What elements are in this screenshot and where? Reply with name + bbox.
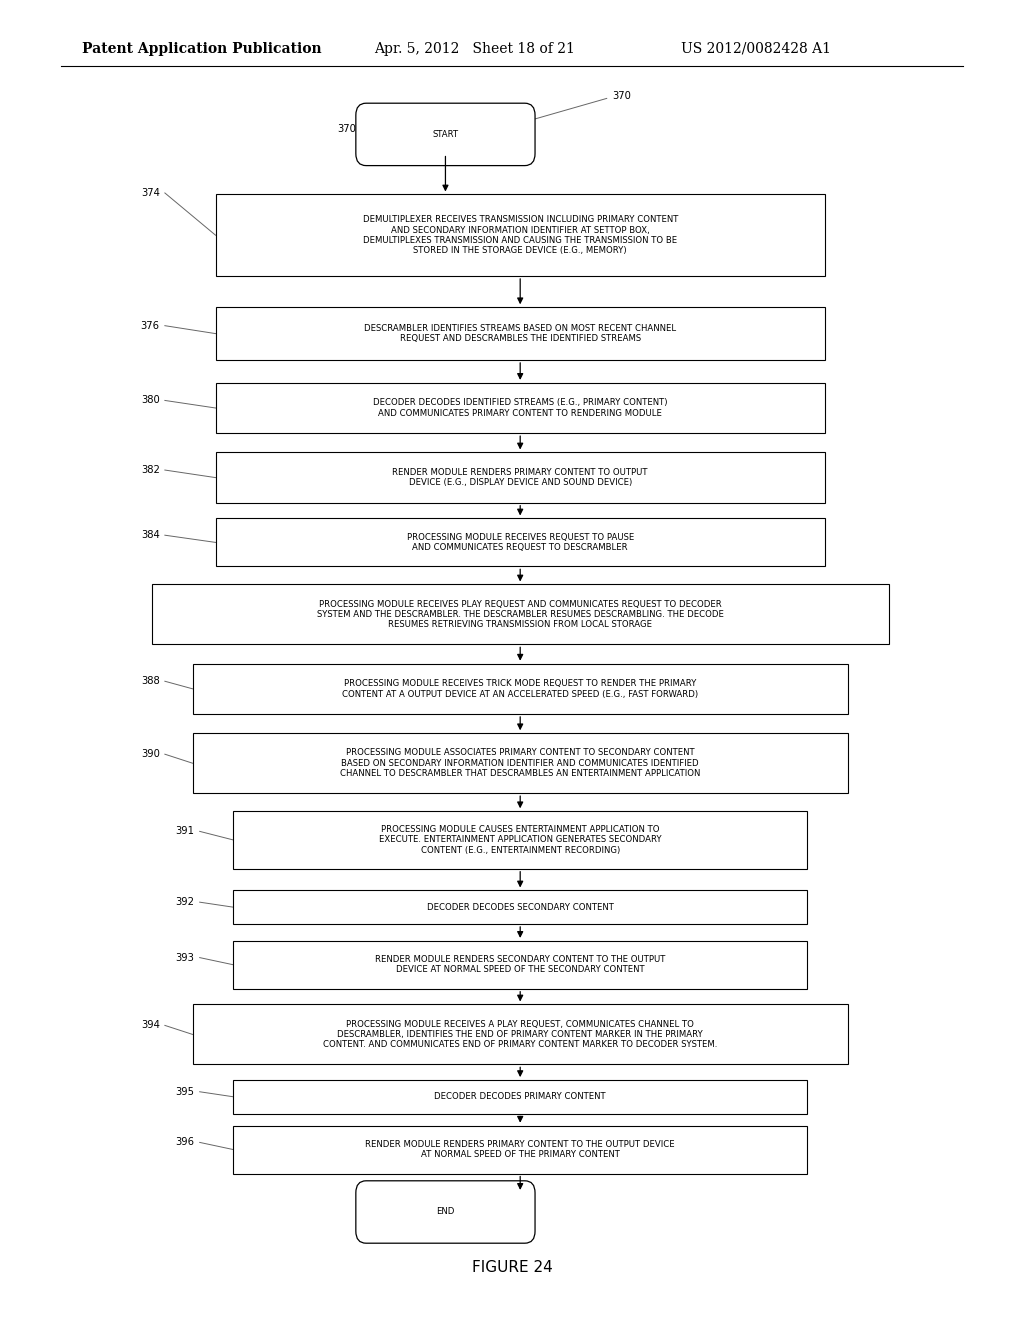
Bar bbox=[193, 1005, 848, 1064]
Text: START: START bbox=[432, 129, 459, 139]
Bar bbox=[233, 941, 807, 989]
Text: 396: 396 bbox=[175, 1138, 195, 1147]
Text: 388: 388 bbox=[141, 676, 160, 686]
Text: DEMULTIPLEXER RECEIVES TRANSMISSION INCLUDING PRIMARY CONTENT
AND SECONDARY INFO: DEMULTIPLEXER RECEIVES TRANSMISSION INCL… bbox=[362, 215, 678, 255]
Text: 392: 392 bbox=[175, 898, 195, 907]
Text: PROCESSING MODULE RECEIVES TRICK MODE REQUEST TO RENDER THE PRIMARY
CONTENT AT A: PROCESSING MODULE RECEIVES TRICK MODE RE… bbox=[342, 678, 698, 698]
Text: RENDER MODULE RENDERS SECONDARY CONTENT TO THE OUTPUT
DEVICE AT NORMAL SPEED OF : RENDER MODULE RENDERS SECONDARY CONTENT … bbox=[375, 956, 666, 974]
Text: PROCESSING MODULE CAUSES ENTERTAINMENT APPLICATION TO
EXECUTE. ENTERTAINMENT APP: PROCESSING MODULE CAUSES ENTERTAINMENT A… bbox=[379, 825, 662, 855]
Text: 384: 384 bbox=[141, 531, 160, 540]
Text: 394: 394 bbox=[141, 1020, 160, 1031]
Text: 376: 376 bbox=[140, 321, 160, 331]
Text: RENDER MODULE RENDERS PRIMARY CONTENT TO OUTPUT
DEVICE (E.G., DISPLAY DEVICE AND: RENDER MODULE RENDERS PRIMARY CONTENT TO… bbox=[392, 467, 648, 487]
Text: DECODER DECODES SECONDARY CONTENT: DECODER DECODES SECONDARY CONTENT bbox=[427, 903, 613, 912]
Text: 374: 374 bbox=[141, 187, 160, 198]
Text: 370: 370 bbox=[611, 91, 631, 102]
Text: DECODER DECODES PRIMARY CONTENT: DECODER DECODES PRIMARY CONTENT bbox=[434, 1092, 606, 1101]
Text: US 2012/0082428 A1: US 2012/0082428 A1 bbox=[681, 42, 830, 55]
Text: RENDER MODULE RENDERS PRIMARY CONTENT TO THE OUTPUT DEVICE
AT NORMAL SPEED OF TH: RENDER MODULE RENDERS PRIMARY CONTENT TO… bbox=[366, 1140, 675, 1159]
Bar bbox=[216, 383, 825, 433]
Bar bbox=[216, 519, 825, 566]
FancyBboxPatch shape bbox=[356, 1181, 535, 1243]
Text: END: END bbox=[436, 1208, 455, 1217]
Text: DESCRAMBLER IDENTIFIES STREAMS BASED ON MOST RECENT CHANNEL
REQUEST AND DESCRAMB: DESCRAMBLER IDENTIFIES STREAMS BASED ON … bbox=[365, 323, 676, 343]
Text: Patent Application Publication: Patent Application Publication bbox=[82, 42, 322, 55]
FancyBboxPatch shape bbox=[356, 103, 535, 165]
Text: 380: 380 bbox=[141, 396, 160, 405]
Text: 390: 390 bbox=[141, 750, 160, 759]
Text: 395: 395 bbox=[175, 1086, 195, 1097]
Bar bbox=[233, 1080, 807, 1114]
Text: Apr. 5, 2012   Sheet 18 of 21: Apr. 5, 2012 Sheet 18 of 21 bbox=[374, 42, 574, 55]
Text: 391: 391 bbox=[175, 826, 195, 837]
Text: 393: 393 bbox=[176, 953, 195, 962]
Text: 370: 370 bbox=[337, 124, 356, 133]
Bar bbox=[216, 308, 825, 360]
Bar bbox=[216, 453, 825, 503]
Text: FIGURE 24: FIGURE 24 bbox=[472, 1259, 552, 1275]
Text: PROCESSING MODULE RECEIVES A PLAY REQUEST, COMMUNICATES CHANNEL TO
DESCRAMBLER, : PROCESSING MODULE RECEIVES A PLAY REQUES… bbox=[323, 1019, 718, 1049]
Bar bbox=[216, 194, 825, 276]
Bar bbox=[193, 664, 848, 714]
Text: PROCESSING MODULE RECEIVES PLAY REQUEST AND COMMUNICATES REQUEST TO DECODER
SYST: PROCESSING MODULE RECEIVES PLAY REQUEST … bbox=[316, 599, 724, 630]
Text: PROCESSING MODULE ASSOCIATES PRIMARY CONTENT TO SECONDARY CONTENT
BASED ON SECON: PROCESSING MODULE ASSOCIATES PRIMARY CON… bbox=[340, 748, 700, 777]
Bar bbox=[233, 812, 807, 869]
Text: PROCESSING MODULE RECEIVES REQUEST TO PAUSE
AND COMMUNICATES REQUEST TO DESCRAMB: PROCESSING MODULE RECEIVES REQUEST TO PA… bbox=[407, 533, 634, 552]
Bar bbox=[233, 891, 807, 924]
Text: 382: 382 bbox=[141, 465, 160, 475]
Bar bbox=[152, 585, 889, 644]
Bar bbox=[233, 1126, 807, 1173]
Bar bbox=[193, 733, 848, 793]
Text: DECODER DECODES IDENTIFIED STREAMS (E.G., PRIMARY CONTENT)
AND COMMUNICATES PRIM: DECODER DECODES IDENTIFIED STREAMS (E.G.… bbox=[373, 399, 668, 417]
